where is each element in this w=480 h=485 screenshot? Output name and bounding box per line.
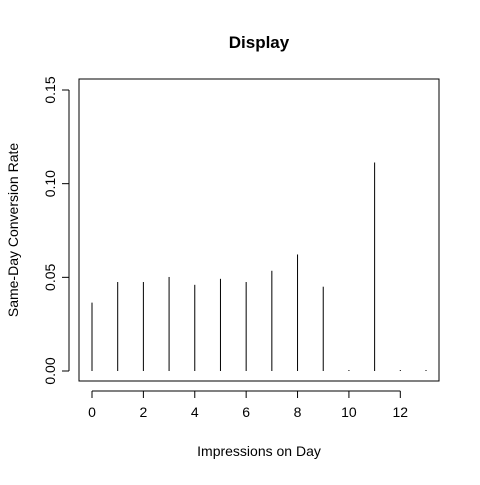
bars-group bbox=[91, 162, 427, 371]
y-tick-label-2: 0.10 bbox=[42, 170, 58, 197]
plot-frame bbox=[78, 78, 440, 382]
x-tick-label-0: 0 bbox=[88, 404, 96, 420]
y-axis-label: Same-Day Conversion Rate bbox=[5, 143, 21, 318]
x-tick-label-2: 2 bbox=[139, 404, 147, 420]
x-tick-label-10: 10 bbox=[341, 404, 357, 420]
x-axis-label: Impressions on Day bbox=[197, 443, 321, 459]
y-axis: 0.00 0.05 0.10 0.15 bbox=[42, 76, 70, 385]
chart-title: Display bbox=[229, 33, 290, 52]
x-tick-label-12: 12 bbox=[393, 404, 409, 420]
y-tick-label-3: 0.15 bbox=[42, 76, 58, 103]
x-tick-label-8: 8 bbox=[294, 404, 302, 420]
x-axis: 0 2 4 6 8 10 12 bbox=[88, 390, 409, 420]
y-tick-label-1: 0.05 bbox=[42, 263, 58, 290]
x-tick-label-6: 6 bbox=[242, 404, 250, 420]
y-tick-label-0: 0.00 bbox=[42, 357, 58, 384]
x-tick-label-4: 4 bbox=[191, 404, 199, 420]
